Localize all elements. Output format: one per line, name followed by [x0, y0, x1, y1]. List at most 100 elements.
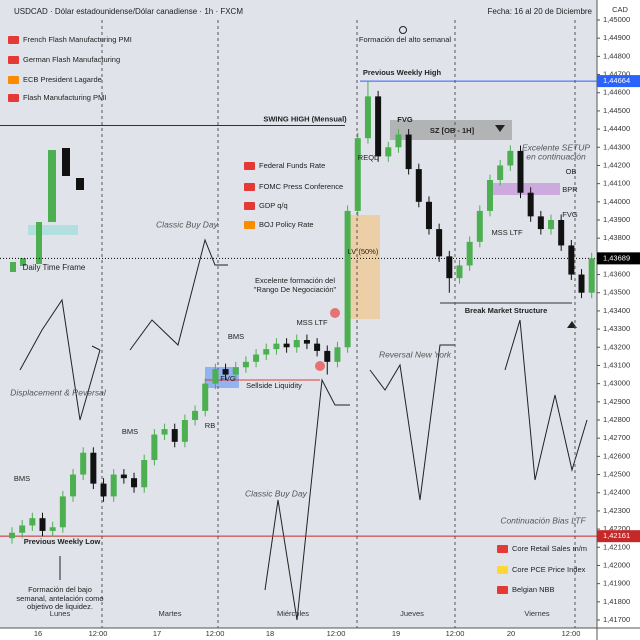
inset-candle — [36, 222, 42, 264]
sz-zone — [390, 120, 512, 140]
candle-body — [517, 150, 524, 193]
event-label: French Flash Manufacturing PMI — [23, 35, 132, 44]
candle-body — [527, 192, 534, 217]
event-icon — [244, 202, 255, 210]
candle-body — [70, 474, 77, 497]
candle-body — [303, 340, 310, 344]
annotation: Break Market Structure — [465, 306, 548, 315]
x-tick-label: 12:00 — [446, 629, 465, 638]
x-tick-label: 19 — [392, 629, 400, 638]
event-icon — [497, 545, 508, 553]
candle-body — [425, 201, 432, 230]
price-box — [597, 75, 640, 88]
annotation: Sellside Liquidity — [246, 381, 302, 390]
candle-body — [39, 518, 46, 531]
candle-body — [171, 429, 178, 442]
x-tick-label: 12:00 — [562, 629, 581, 638]
candle-body — [324, 350, 331, 362]
inset-candle — [62, 148, 70, 176]
annotation: LV (50%) — [348, 247, 379, 256]
candle-body — [476, 210, 483, 242]
lv-zone — [346, 215, 380, 319]
annotation: Reversal New York — [379, 349, 452, 359]
annotation: en continuación — [526, 151, 586, 161]
candle-body — [49, 527, 56, 531]
date-range: Fecha: 16 al 20 de Diciembre — [488, 7, 593, 16]
eye-icon — [399, 26, 407, 34]
day-label: Martes — [159, 609, 182, 618]
candle-body — [497, 165, 504, 180]
y-tick-label: 1,42700 — [603, 433, 630, 442]
y-tick-label: 1,42300 — [603, 506, 630, 515]
price-box-label: 1,44664 — [603, 76, 630, 85]
annotation: Daily Time Frame — [23, 263, 86, 272]
annotation: Excelente formación del — [255, 276, 335, 285]
candle-body — [385, 147, 392, 157]
event-icon — [8, 76, 19, 84]
annotation: FVG — [220, 374, 236, 383]
candle-body — [9, 532, 15, 539]
annotation: FVG — [562, 210, 578, 219]
candle-body — [273, 343, 280, 350]
y-tick-label: 1,43900 — [603, 215, 630, 224]
event-label: Flash Manufacturing PMI — [23, 93, 106, 102]
candle-body — [486, 180, 493, 211]
candle-body — [415, 169, 422, 202]
candle-body — [466, 241, 473, 266]
candle-body — [253, 354, 260, 362]
x-tick-label: 12:00 — [327, 629, 346, 638]
bpr-zone — [490, 183, 560, 195]
candle-body — [100, 483, 107, 497]
sketch — [504, 319, 588, 481]
decorations — [10, 26, 588, 621]
y-tick-label: 1,42000 — [603, 560, 630, 569]
event-icon — [8, 56, 19, 64]
y-tick-label: 1,43600 — [603, 270, 630, 279]
candle-body — [588, 258, 595, 293]
annotation: RB — [205, 421, 215, 430]
candle-body — [446, 256, 453, 279]
price-box-label: 1,43689 — [603, 253, 630, 262]
y-tick-label: 1,41800 — [603, 597, 630, 606]
y-tick-label: 1,43800 — [603, 233, 630, 242]
day-label: Viernes — [524, 609, 550, 618]
y-tick-label: 1,44200 — [603, 160, 630, 169]
candle-body — [19, 525, 26, 533]
annotation: Excelente SETUP — [522, 142, 590, 152]
candle-body — [59, 496, 66, 528]
arrow-down — [495, 125, 505, 132]
level-name: Previous Weekly Low — [24, 537, 101, 546]
y-tick-label: 1,43300 — [603, 324, 630, 333]
candle-body — [405, 134, 412, 170]
plot-area — [0, 0, 597, 628]
x-tick-label: 20 — [507, 629, 515, 638]
y-tick-label: 1,44700 — [603, 70, 630, 79]
annotation: MSS LTF — [491, 228, 523, 237]
y-tick-label: 1,44000 — [603, 197, 630, 206]
event-label: GDP q/q — [259, 201, 288, 210]
day-label: Lunes — [50, 609, 71, 618]
annotation: Continuación Bias LTF — [500, 515, 586, 525]
x-tick-label: 18 — [266, 629, 274, 638]
candle-body — [395, 134, 402, 148]
annotation: SZ [OB - 1H] — [430, 126, 475, 135]
candle-body — [354, 138, 361, 211]
event-label: Federal Funds Rate — [259, 161, 325, 170]
y-tick-label: 1,41900 — [603, 579, 630, 588]
candle-body — [161, 429, 168, 435]
annotation: semanal, antelación como — [16, 594, 103, 603]
annotation: REQL — [358, 153, 378, 162]
candle-body — [568, 245, 575, 275]
candle-body — [29, 518, 36, 526]
event-icon — [8, 36, 19, 44]
candle-body — [364, 96, 371, 139]
inset-zone — [28, 225, 78, 235]
annotation: Classic Buy Day — [156, 219, 219, 229]
x-tick-label: 17 — [153, 629, 161, 638]
y-tick-label: 1,44800 — [603, 51, 630, 60]
axis-unit: CAD — [612, 5, 628, 14]
annotation: OB — [566, 167, 577, 176]
price-box-label: 1,42161 — [603, 531, 630, 540]
y-tick-label: 1,43200 — [603, 342, 630, 351]
inset-candle — [76, 178, 84, 190]
